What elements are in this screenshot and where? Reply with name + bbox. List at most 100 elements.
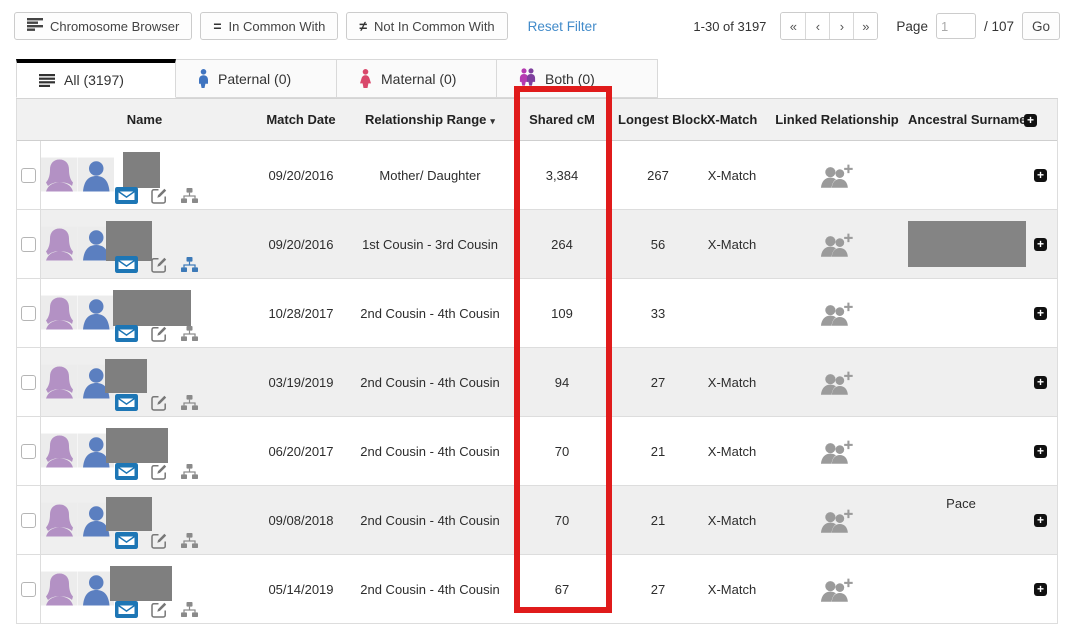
relationship-range: 2nd Cousin - 4th Cousin xyxy=(360,305,500,321)
tab-both[interactable]: Both (0) xyxy=(497,59,658,98)
linked-relationship-cell xyxy=(766,210,908,278)
email-icon[interactable] xyxy=(115,394,138,411)
add-linked-relationship-icon[interactable] xyxy=(820,577,854,602)
x-match-value: X-Match xyxy=(707,512,757,528)
expand-row-icon[interactable]: + xyxy=(1034,582,1047,596)
expand-row-icon[interactable]: + xyxy=(1034,513,1047,527)
row-checkbox[interactable] xyxy=(21,167,36,183)
email-icon[interactable] xyxy=(115,187,138,204)
tab-paternal-label: Paternal (0) xyxy=(218,70,292,87)
row-checkbox[interactable] xyxy=(21,512,36,528)
family-tree-icon[interactable] xyxy=(181,187,198,204)
ancestral-surnames-cell xyxy=(908,279,1014,347)
go-button[interactable]: Go xyxy=(1021,12,1060,40)
equals-icon: = xyxy=(213,18,222,34)
avatar[interactable] xyxy=(41,417,114,485)
row-checkbox[interactable] xyxy=(21,236,36,252)
expand-row-icon[interactable]: + xyxy=(1034,444,1047,458)
avatar[interactable] xyxy=(41,348,114,416)
page-number-input[interactable] xyxy=(935,13,976,39)
row-checkbox[interactable] xyxy=(21,581,36,597)
row-checkbox[interactable] xyxy=(21,374,36,390)
row-checkbox[interactable] xyxy=(21,443,36,459)
expand-row-icon[interactable]: + xyxy=(1034,237,1047,251)
email-icon[interactable] xyxy=(115,601,138,618)
header-name: Name xyxy=(126,112,163,127)
add-linked-relationship-icon[interactable] xyxy=(820,163,854,188)
paternal-person-icon xyxy=(198,69,209,88)
add-linked-relationship-icon[interactable] xyxy=(820,439,854,464)
tab-maternal[interactable]: Maternal (0) xyxy=(337,59,497,98)
female-avatar-icon xyxy=(41,571,78,606)
name-action-icons xyxy=(115,601,198,618)
in-common-with-button[interactable]: = In Common With xyxy=(200,12,339,40)
edit-note-icon[interactable] xyxy=(151,601,168,618)
redacted-name xyxy=(113,290,191,326)
name-action-icons xyxy=(115,256,198,273)
first-page-button[interactable]: « xyxy=(781,13,806,39)
add-linked-relationship-icon[interactable] xyxy=(820,232,854,257)
edit-note-icon[interactable] xyxy=(151,463,168,480)
shared-cm-value: 3,384 xyxy=(545,167,579,183)
edit-note-icon[interactable] xyxy=(151,532,168,549)
header-longest-block: Longest Block xyxy=(618,112,708,127)
expand-row-icon[interactable]: + xyxy=(1034,306,1047,320)
header-expand-icon[interactable]: + xyxy=(1014,112,1059,127)
avatar[interactable] xyxy=(41,486,114,554)
header-linked-relationship: Linked Relationship xyxy=(775,112,899,127)
redacted-name xyxy=(110,566,172,601)
family-tree-icon[interactable] xyxy=(181,256,198,273)
email-icon[interactable] xyxy=(115,325,138,342)
expand-cell: + xyxy=(1014,555,1059,623)
tab-all[interactable]: All (3197) xyxy=(16,59,176,98)
family-tree-icon[interactable] xyxy=(181,463,198,480)
name-cell xyxy=(106,210,248,278)
expand-cell: + xyxy=(1014,348,1059,416)
email-icon[interactable] xyxy=(115,532,138,549)
reset-filter-link[interactable]: Reset Filter xyxy=(527,18,597,34)
row-checkbox-cell xyxy=(17,279,41,347)
add-linked-relationship-icon[interactable] xyxy=(820,301,854,326)
edit-note-icon[interactable] xyxy=(151,394,168,411)
previous-page-button[interactable]: ‹ xyxy=(805,13,830,39)
family-tree-icon[interactable] xyxy=(181,325,198,342)
next-page-button[interactable]: › xyxy=(829,13,854,39)
x-match-value: X-Match xyxy=(707,374,757,390)
email-icon[interactable] xyxy=(115,256,138,273)
add-linked-relationship-icon[interactable] xyxy=(820,508,854,533)
family-tree-icon[interactable] xyxy=(181,532,198,549)
row-checkbox-cell xyxy=(17,141,41,209)
page-label: Page xyxy=(896,18,928,34)
tab-paternal[interactable]: Paternal (0) xyxy=(176,59,337,98)
list-icon xyxy=(39,73,55,87)
avatar[interactable] xyxy=(41,210,114,278)
avatar[interactable] xyxy=(41,141,114,209)
last-page-button[interactable]: » xyxy=(853,13,878,39)
ancestral-surnames-cell xyxy=(908,210,1026,278)
page-total-text: / 107 xyxy=(983,18,1014,34)
expand-cell: + xyxy=(1014,417,1059,485)
header-relationship-range[interactable]: Relationship Range ▾ xyxy=(365,112,495,127)
table-row: 09/08/2018 2nd Cousin - 4th Cousin 70 21… xyxy=(17,486,1057,555)
female-avatar-icon xyxy=(41,157,78,192)
family-tree-icon[interactable] xyxy=(181,394,198,411)
header-match-date: Match Date xyxy=(266,112,336,127)
edit-note-icon[interactable] xyxy=(151,256,168,273)
avatar[interactable] xyxy=(41,279,114,347)
edit-note-icon[interactable] xyxy=(151,187,168,204)
add-linked-relationship-icon[interactable] xyxy=(820,370,854,395)
linked-relationship-cell xyxy=(766,279,908,347)
avatar[interactable] xyxy=(41,555,114,623)
family-tree-icon[interactable] xyxy=(181,601,198,618)
expand-row-icon[interactable]: + xyxy=(1034,168,1047,182)
match-date: 03/19/2019 xyxy=(268,374,334,390)
expand-row-icon[interactable]: + xyxy=(1034,375,1047,389)
row-checkbox-cell xyxy=(17,417,41,485)
email-icon[interactable] xyxy=(115,463,138,480)
longest-block-value: 56 xyxy=(650,236,666,252)
expand-cell: + xyxy=(1014,210,1059,278)
not-in-common-with-button[interactable]: ≠ Not In Common With xyxy=(346,12,508,40)
row-checkbox[interactable] xyxy=(21,305,36,321)
chromosome-browser-button[interactable]: Chromosome Browser xyxy=(14,12,193,40)
edit-note-icon[interactable] xyxy=(151,325,168,342)
